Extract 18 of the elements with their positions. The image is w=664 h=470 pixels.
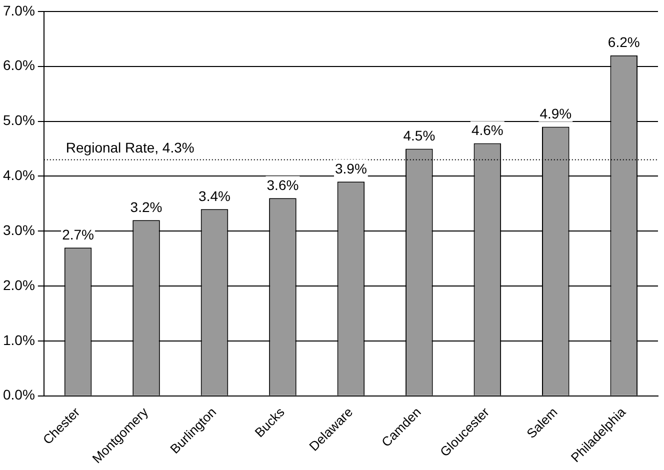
y-tick-label: 7.0% [2, 2, 35, 18]
data-label: 3.4% [198, 188, 230, 204]
data-label: 6.2% [608, 34, 640, 50]
data-label: 4.5% [403, 128, 436, 144]
data-label: 3.2% [130, 198, 162, 215]
y-tick-label: 5.0% [2, 112, 35, 128]
data-label: 3.6% [266, 177, 299, 194]
data-label: 2.7% [62, 226, 94, 242]
y-tick-label: 1.0% [2, 332, 35, 348]
y-tick-label: 4.0% [2, 167, 35, 184]
data-label: 4.6% [471, 122, 504, 138]
y-tick-label: 3.0% [2, 222, 35, 238]
y-tick-label: 0.0% [2, 386, 35, 403]
ref-line-label: Regional Rate, 4.3% [66, 140, 194, 156]
data-label: 4.9% [540, 106, 572, 122]
y-tick-label: 2.0% [2, 276, 35, 293]
data-label: 3.9% [334, 160, 367, 177]
y-tick-label: 6.0% [2, 57, 35, 74]
